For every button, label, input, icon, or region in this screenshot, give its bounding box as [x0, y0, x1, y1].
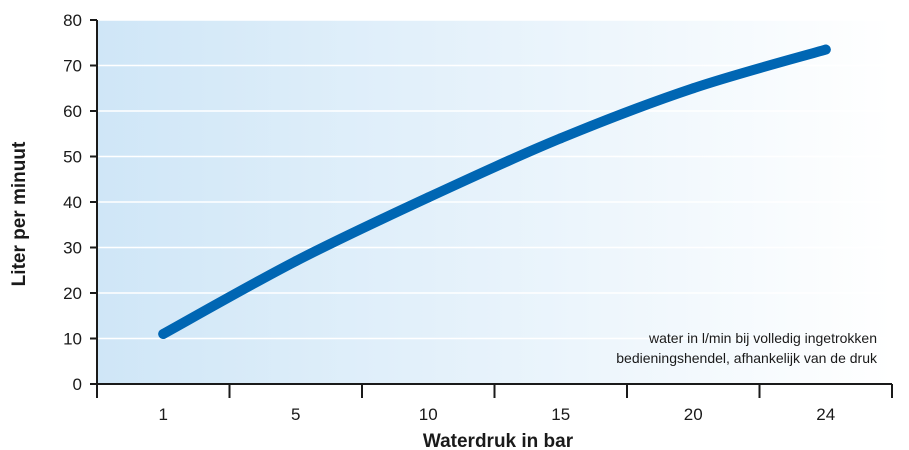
x-tick-label: 24 — [816, 405, 835, 424]
x-tick-label: 20 — [684, 405, 703, 424]
data-point — [555, 133, 566, 144]
y-tick-label: 10 — [63, 330, 82, 349]
y-tick-label: 70 — [63, 57, 82, 76]
y-tick-label: 20 — [63, 284, 82, 303]
x-tick-labels: 1 5 10 15 20 24 — [159, 405, 836, 424]
data-point — [423, 192, 434, 203]
x-tick-label: 10 — [419, 405, 438, 424]
y-tick-label: 60 — [63, 102, 82, 121]
data-point — [290, 256, 301, 267]
data-point — [688, 83, 699, 94]
series-line — [158, 44, 831, 339]
y-tick-label: 0 — [73, 375, 82, 394]
x-tick-label: 1 — [159, 405, 168, 424]
y-tick-label: 80 — [63, 11, 82, 30]
y-tick-label: 50 — [63, 148, 82, 167]
data-point — [158, 328, 169, 339]
annotation-line-1: water in l/min bij volledig ingetrokken — [648, 330, 877, 346]
y-tick-label: 40 — [63, 193, 82, 212]
annotation-line-2: bedieningshendel, afhankelijk van de dru… — [616, 350, 878, 366]
y-tick-label: 30 — [63, 239, 82, 258]
x-tick-label: 5 — [291, 405, 300, 424]
series — [158, 44, 831, 339]
data-point — [820, 44, 831, 55]
y-tick-labels: 0 10 20 30 40 50 60 70 80 — [63, 11, 82, 394]
y-axis-title: Liter per minuut — [9, 141, 30, 286]
axes — [90, 19, 893, 398]
x-axis-title: Waterdruk in bar — [423, 431, 574, 450]
x-tick-label: 15 — [551, 405, 570, 424]
